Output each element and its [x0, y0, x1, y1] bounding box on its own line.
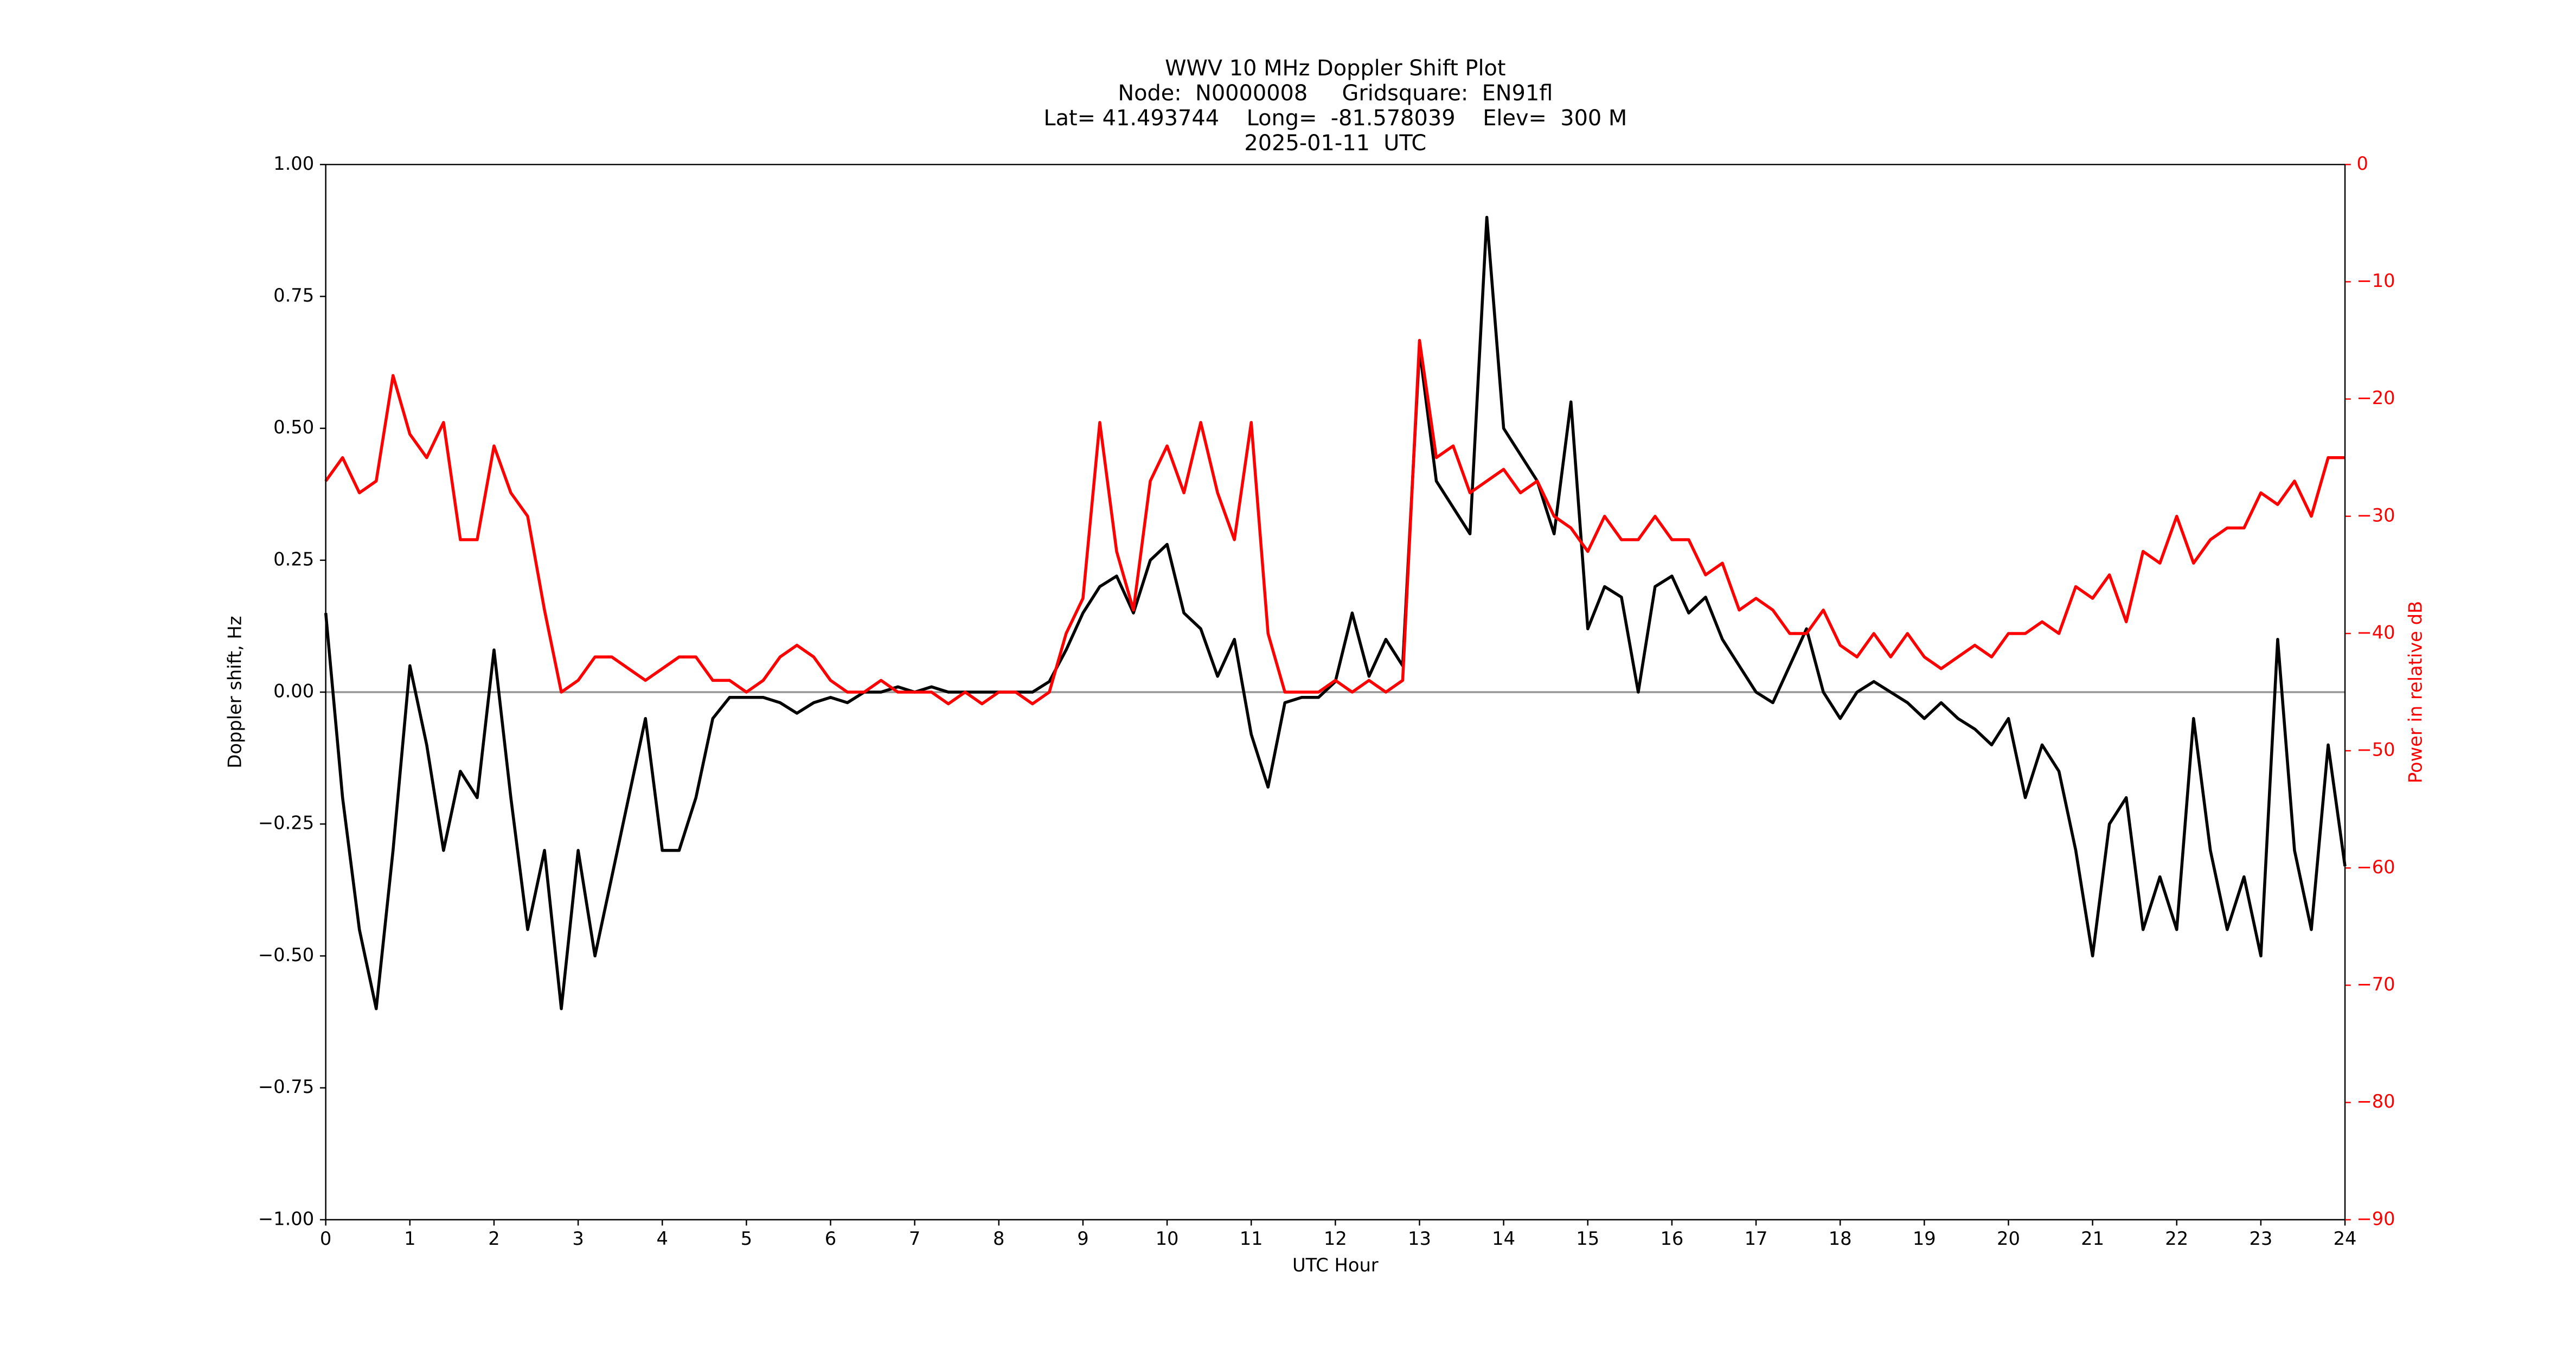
- x-tick-label: 23: [2249, 1228, 2272, 1249]
- y2-tick-label: −10: [2356, 270, 2395, 291]
- x-tick-label: 20: [1997, 1228, 2020, 1249]
- y2-tick-label: −20: [2356, 387, 2395, 408]
- x-tick-label: 15: [1576, 1228, 1599, 1249]
- y-tick-label: 0.50: [273, 417, 314, 438]
- y2-tick-label: −40: [2356, 622, 2395, 643]
- x-tick-label: 6: [825, 1228, 836, 1249]
- x-tick-label: 13: [1408, 1228, 1431, 1249]
- y-tick-label: 1.00: [273, 153, 314, 174]
- x-tick-label: 1: [404, 1228, 415, 1249]
- x-tick-label: 2: [488, 1228, 499, 1249]
- y2-tick-label: −70: [2356, 974, 2395, 995]
- x-tick-label: 21: [2081, 1228, 2104, 1249]
- y2-tick-label: −90: [2356, 1208, 2395, 1229]
- x-tick-label: 16: [1660, 1228, 1683, 1249]
- x-tick-label: 8: [993, 1228, 1004, 1249]
- x-tick-label: 7: [909, 1228, 920, 1249]
- x-tick-label: 5: [741, 1228, 752, 1249]
- x-tick-label: 0: [320, 1228, 331, 1249]
- y-tick-label: 0.00: [273, 681, 314, 702]
- y-tick-label: 0.25: [273, 548, 314, 570]
- y-tick-label: −0.25: [258, 813, 314, 834]
- chart-title: Lat= 41.493744 Long= -81.578039 Elev= 30…: [1043, 106, 1627, 131]
- x-tick-label: 11: [1240, 1228, 1263, 1249]
- x-tick-label: 19: [1913, 1228, 1936, 1249]
- x-tick-label: 9: [1077, 1228, 1088, 1249]
- y2-tick-label: −60: [2356, 856, 2395, 878]
- y2-axis-label: Power in relative dB: [2405, 601, 2426, 783]
- x-tick-label: 24: [2334, 1228, 2357, 1249]
- y-tick-label: −0.75: [258, 1076, 314, 1097]
- x-tick-label: 3: [572, 1228, 584, 1249]
- chart-title: WWV 10 MHz Doppler Shift Plot: [1165, 56, 1505, 81]
- x-tick-label: 14: [1492, 1228, 1515, 1249]
- x-tick-label: 4: [656, 1228, 668, 1249]
- data-line: [324, 338, 2346, 706]
- x-tick-label: 18: [1829, 1228, 1852, 1249]
- x-tick-label: 10: [1156, 1228, 1179, 1249]
- x-tick-label: 22: [2165, 1228, 2188, 1249]
- y2-tick-label: −30: [2356, 504, 2395, 526]
- chart-title: 2025-01-11 UTC: [1244, 131, 1426, 156]
- y2-tick-label: −50: [2356, 739, 2395, 760]
- y2-tick-label: −80: [2356, 1091, 2395, 1112]
- x-tick-label: 12: [1324, 1228, 1347, 1249]
- y2-tick-label: 0: [2356, 153, 2368, 174]
- y-axis-label: Doppler shift, Hz: [225, 616, 246, 768]
- chart-title: Node: N0000008 Gridsquare: EN91fl: [1118, 81, 1553, 106]
- x-axis-label: UTC Hour: [1292, 1255, 1379, 1276]
- y-tick-label: −1.00: [258, 1208, 314, 1229]
- y-tick-label: −0.50: [258, 944, 314, 965]
- x-tick-label: 17: [1745, 1228, 1768, 1249]
- y-tick-label: 0.75: [273, 285, 314, 306]
